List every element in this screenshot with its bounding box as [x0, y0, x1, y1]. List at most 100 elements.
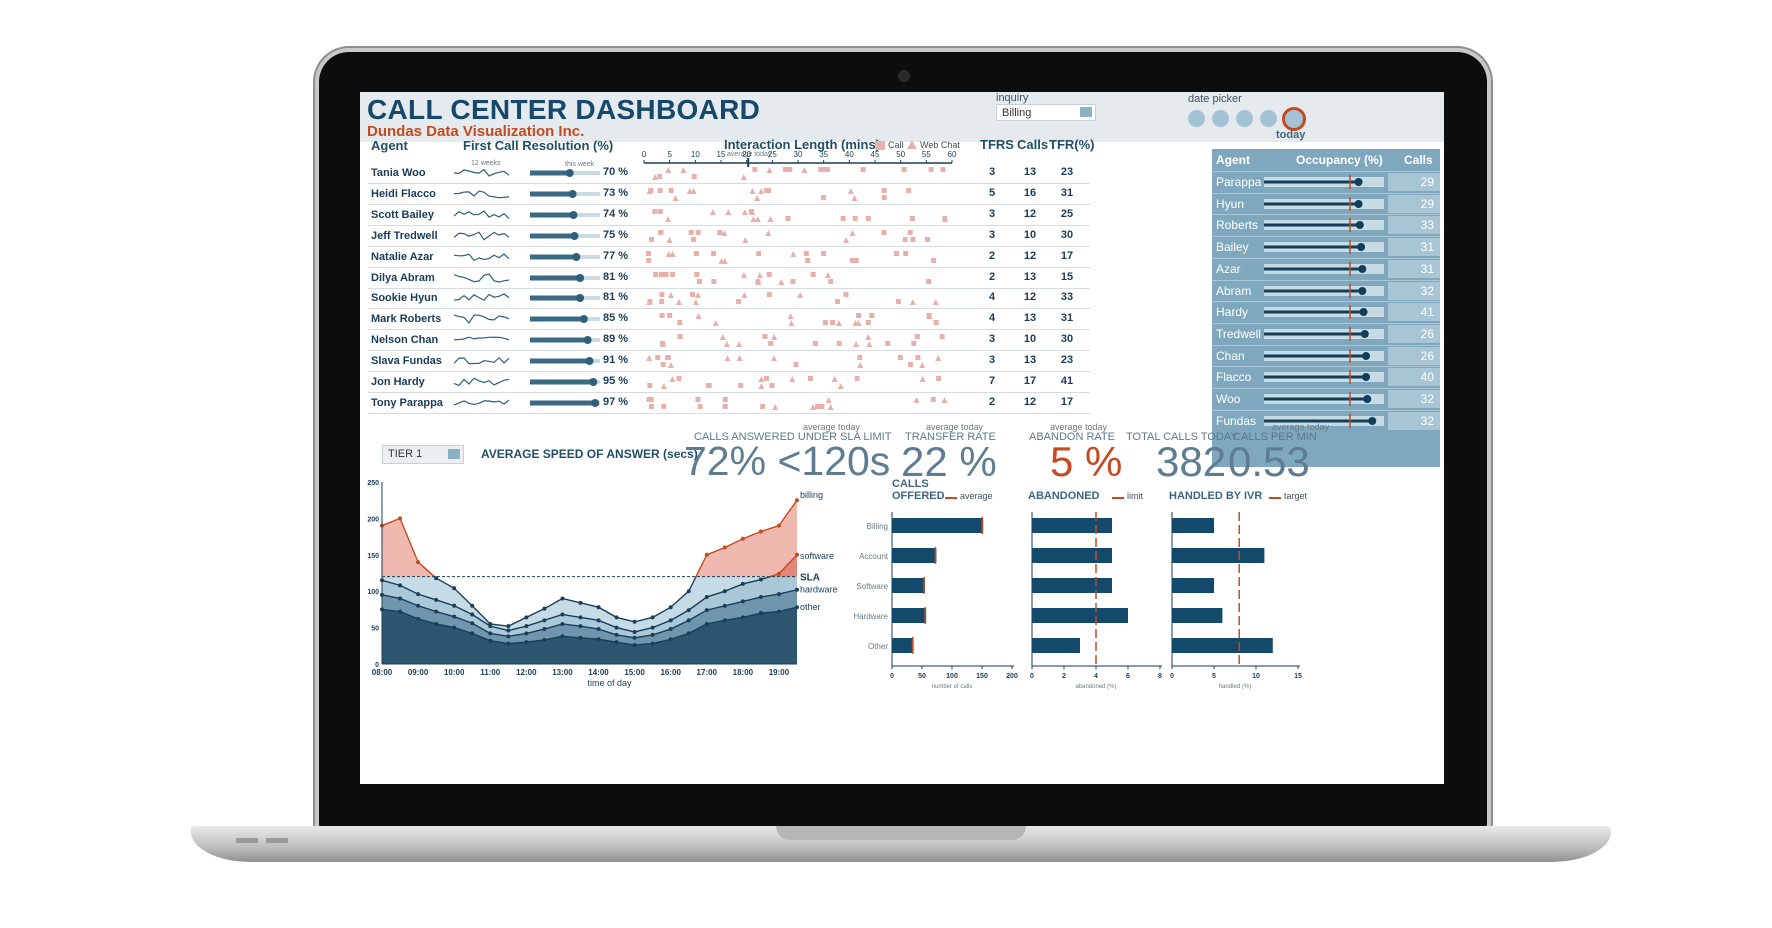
webchat-mark	[749, 208, 756, 215]
point-billing	[704, 552, 709, 557]
call-mark	[649, 236, 655, 242]
date-dot[interactable]	[1236, 110, 1253, 127]
interaction-strip	[660, 334, 945, 348]
tfrs-value: 4	[988, 312, 996, 325]
call-mark	[881, 229, 887, 235]
occ-calls-cell	[1388, 324, 1440, 343]
call-mark	[670, 271, 676, 277]
point-other	[740, 615, 745, 620]
fcr-sparkline	[453, 210, 510, 219]
occ-calls-cell	[1388, 303, 1440, 322]
occ-row-divider	[1212, 236, 1440, 238]
inquiry-dropdown[interactable]: Billing	[996, 104, 1096, 121]
series-label-software: software	[800, 551, 834, 561]
occ-calls-cell	[1388, 173, 1440, 191]
date-dot[interactable]	[1188, 110, 1205, 127]
bar-category-label: Other	[868, 642, 888, 651]
series-label-hardware: hardware	[800, 585, 838, 595]
occ-calls-value: 40	[1420, 370, 1434, 385]
interaction-avg-label: average today	[727, 151, 772, 158]
call-mark	[821, 250, 827, 256]
call-mark	[815, 403, 821, 409]
webchat-mark	[913, 396, 920, 403]
date-dot[interactable]	[1260, 110, 1277, 127]
point-other	[398, 609, 403, 614]
occ-knob	[1360, 329, 1369, 338]
call-mark	[661, 403, 667, 409]
point-hardware	[488, 631, 493, 636]
call-mark	[787, 167, 793, 172]
call-mark	[676, 376, 682, 381]
occ-calls-cell	[1388, 411, 1440, 430]
webchat-mark	[909, 299, 916, 306]
occ-knob	[1355, 221, 1364, 230]
occ-agent-name: Abram	[1216, 283, 1252, 298]
tier-dropdown[interactable]: TIER 1	[382, 445, 464, 464]
webchat-mark	[797, 292, 804, 299]
call-mark	[793, 362, 799, 368]
point-software	[578, 615, 583, 620]
call-mark	[915, 355, 921, 361]
occ-bar	[1264, 175, 1384, 189]
tfr-value: 33	[1060, 291, 1074, 304]
interaction-strip	[652, 167, 946, 180]
fcr-value: 91 %	[603, 354, 629, 367]
average-legend: average	[960, 491, 993, 501]
occ-calls-value: 26	[1420, 326, 1434, 341]
area-billing-over	[382, 500, 797, 577]
webchat-mark	[765, 229, 772, 236]
abandon-label: ABANDON RATE	[1029, 431, 1115, 443]
point-other	[596, 637, 601, 642]
asa-title: AVERAGE SPEED OF ANSWER (secs)	[481, 447, 698, 461]
target-legend: target	[1284, 491, 1308, 501]
point-billing	[722, 545, 727, 550]
call-mark	[785, 215, 791, 221]
occ-knob	[1359, 308, 1368, 317]
webchat-mark	[788, 320, 795, 327]
bar-account	[1172, 548, 1265, 563]
laptop-port	[236, 838, 258, 843]
webchat-mark	[935, 355, 942, 362]
calls-value: 13	[1023, 166, 1037, 178]
point-other	[632, 643, 637, 648]
point-software	[668, 618, 673, 623]
point-hardware	[416, 603, 421, 608]
date-dot[interactable]	[1212, 110, 1229, 127]
dashboard-screen: CALL CENTER DASHBOARD Dundas Data Visual…	[360, 92, 1444, 784]
point-hardware	[758, 595, 763, 600]
webchat-mark	[824, 271, 831, 278]
webchat-mark	[665, 250, 672, 257]
occ-fill	[1264, 310, 1364, 314]
interaction-tick-label: 25	[768, 150, 777, 159]
col-interaction: Interaction Length (mins)	[724, 137, 880, 152]
sub-thisweek: this week	[565, 161, 595, 168]
call-mark	[853, 257, 859, 263]
fcr-sparkline	[453, 190, 510, 199]
interaction-tick-label: 10	[691, 150, 700, 159]
interaction-tick-label: 60	[948, 150, 957, 159]
call-mark	[668, 187, 674, 193]
sparkline-path	[453, 190, 510, 199]
call-mark	[690, 292, 696, 298]
call-mark	[810, 271, 816, 277]
ivr-title: HANDLED BY IVR	[1169, 490, 1263, 502]
today-dot[interactable]	[1282, 107, 1306, 131]
webchat-mark	[686, 187, 693, 194]
point-billing	[632, 619, 637, 624]
call-mark	[902, 236, 908, 242]
call-mark	[909, 215, 915, 221]
webchat-mark	[709, 208, 716, 215]
webchat-mark	[680, 167, 687, 173]
transfer-value: 22 %	[901, 438, 997, 485]
point-hardware	[398, 596, 403, 601]
occ-row-divider	[1212, 192, 1440, 194]
page-title: CALL CENTER DASHBOARD	[367, 94, 761, 125]
point-billing	[776, 523, 781, 528]
occ-knob	[1354, 178, 1363, 186]
agent-name: Tania Woo	[371, 167, 426, 179]
webchat-mark	[849, 229, 856, 236]
webchat-mark	[754, 194, 761, 201]
call-mark	[936, 376, 942, 381]
webchat-mark	[772, 403, 779, 410]
call-mark	[693, 250, 699, 256]
